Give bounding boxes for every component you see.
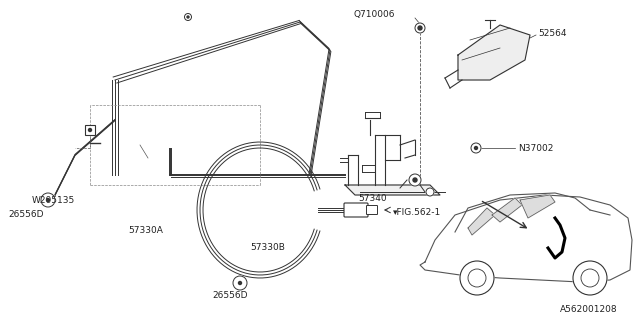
Text: A562001208: A562001208 <box>560 306 618 315</box>
Circle shape <box>426 188 434 196</box>
Polygon shape <box>468 208 495 235</box>
Circle shape <box>88 129 92 132</box>
Circle shape <box>581 269 599 287</box>
Circle shape <box>239 282 241 284</box>
Polygon shape <box>458 25 530 80</box>
Text: 57330B: 57330B <box>250 243 285 252</box>
Text: 52564: 52564 <box>538 28 566 37</box>
Text: N37002: N37002 <box>518 143 554 153</box>
Circle shape <box>474 147 477 149</box>
Circle shape <box>418 26 422 30</box>
FancyBboxPatch shape <box>344 203 368 217</box>
Text: Q710006: Q710006 <box>353 10 394 19</box>
Polygon shape <box>520 195 555 218</box>
Text: ▾FIG.562-1: ▾FIG.562-1 <box>393 207 441 217</box>
Circle shape <box>184 13 191 20</box>
Text: 57340: 57340 <box>358 194 387 203</box>
Circle shape <box>47 198 49 202</box>
Circle shape <box>187 16 189 18</box>
Circle shape <box>471 143 481 153</box>
Circle shape <box>468 269 486 287</box>
Polygon shape <box>345 185 440 195</box>
Circle shape <box>409 174 421 186</box>
Circle shape <box>460 261 494 295</box>
Circle shape <box>573 261 607 295</box>
Text: 26556D: 26556D <box>212 292 248 300</box>
Circle shape <box>413 178 417 182</box>
Text: 26556D: 26556D <box>8 210 44 219</box>
FancyBboxPatch shape <box>85 125 95 135</box>
FancyBboxPatch shape <box>367 205 378 214</box>
Polygon shape <box>492 198 522 222</box>
Text: W205135: W205135 <box>32 196 76 204</box>
Circle shape <box>233 276 247 290</box>
Text: 57330A: 57330A <box>128 226 163 235</box>
Circle shape <box>41 193 55 207</box>
Circle shape <box>415 23 425 33</box>
